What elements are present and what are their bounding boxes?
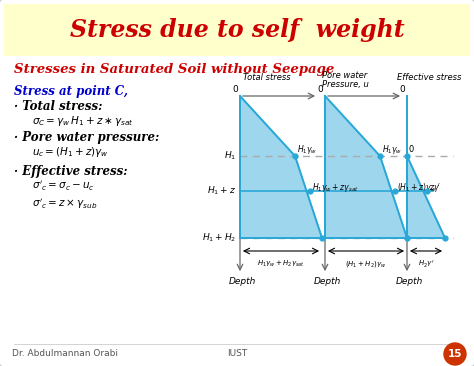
Text: Stress due to self  weight: Stress due to self weight (70, 18, 404, 42)
Text: $H_1\gamma_w$: $H_1\gamma_w$ (297, 143, 317, 157)
Text: IUST: IUST (227, 350, 247, 359)
Text: $\sigma'_c = \sigma_c - u_c$: $\sigma'_c = \sigma_c - u_c$ (32, 179, 95, 193)
FancyBboxPatch shape (4, 4, 470, 56)
Text: Effective stress: Effective stress (397, 74, 461, 82)
Text: $(H_1+z)\gamma_w$: $(H_1+z)\gamma_w$ (397, 180, 437, 194)
Text: $H_1$: $H_1$ (224, 150, 236, 162)
Text: · Pore water pressure:: · Pore water pressure: (14, 131, 159, 145)
Text: Depth: Depth (313, 277, 341, 287)
Text: Stresses in Saturated Soil without Seepage: Stresses in Saturated Soil without Seepa… (14, 63, 334, 76)
Text: 0: 0 (317, 85, 323, 94)
Circle shape (444, 343, 466, 365)
Text: · Effective stress:: · Effective stress: (14, 164, 128, 178)
Text: $H_2\gamma'$: $H_2\gamma'$ (418, 259, 434, 270)
Text: Total stress: Total stress (243, 74, 291, 82)
Text: Pore water: Pore water (322, 71, 368, 81)
Text: $z\gamma'$: $z\gamma'$ (429, 180, 441, 194)
Text: Pressure, u: Pressure, u (322, 79, 368, 89)
Text: $H_1\gamma_w+z\gamma_{sat}$: $H_1\gamma_w+z\gamma_{sat}$ (312, 180, 359, 194)
Polygon shape (240, 96, 322, 238)
Text: 0: 0 (399, 85, 405, 94)
Polygon shape (325, 96, 407, 238)
Text: $H_1\gamma_w$: $H_1\gamma_w$ (382, 143, 402, 157)
Text: 0: 0 (232, 85, 238, 94)
Text: $\sigma_C = \gamma_w\,H_1 + z\ast\gamma_{sat}$: $\sigma_C = \gamma_w\,H_1 + z\ast\gamma_… (32, 114, 134, 128)
Text: 15: 15 (448, 349, 462, 359)
Text: $H_1+z$: $H_1+z$ (207, 185, 236, 197)
Text: $u_c = (H_1+z)\gamma_w$: $u_c = (H_1+z)\gamma_w$ (32, 145, 109, 159)
Text: Depth: Depth (395, 277, 423, 287)
Text: $\sigma'_c = z \times \gamma_{sub}$: $\sigma'_c = z \times \gamma_{sub}$ (32, 197, 98, 211)
Text: Depth: Depth (228, 277, 255, 287)
Text: 0: 0 (409, 146, 414, 154)
Text: $H_1\gamma_w+H_2\gamma_{sat}$: $H_1\gamma_w+H_2\gamma_{sat}$ (257, 259, 305, 269)
Text: Stress at point C,: Stress at point C, (14, 86, 128, 98)
Text: · Total stress:: · Total stress: (14, 101, 102, 113)
Text: $H_1+H_2$: $H_1+H_2$ (202, 232, 236, 244)
Text: Dr. Abdulmannan Orabi: Dr. Abdulmannan Orabi (12, 350, 118, 359)
Text: $(H_1+H_2)\gamma_w$: $(H_1+H_2)\gamma_w$ (346, 259, 387, 269)
Polygon shape (407, 156, 445, 238)
